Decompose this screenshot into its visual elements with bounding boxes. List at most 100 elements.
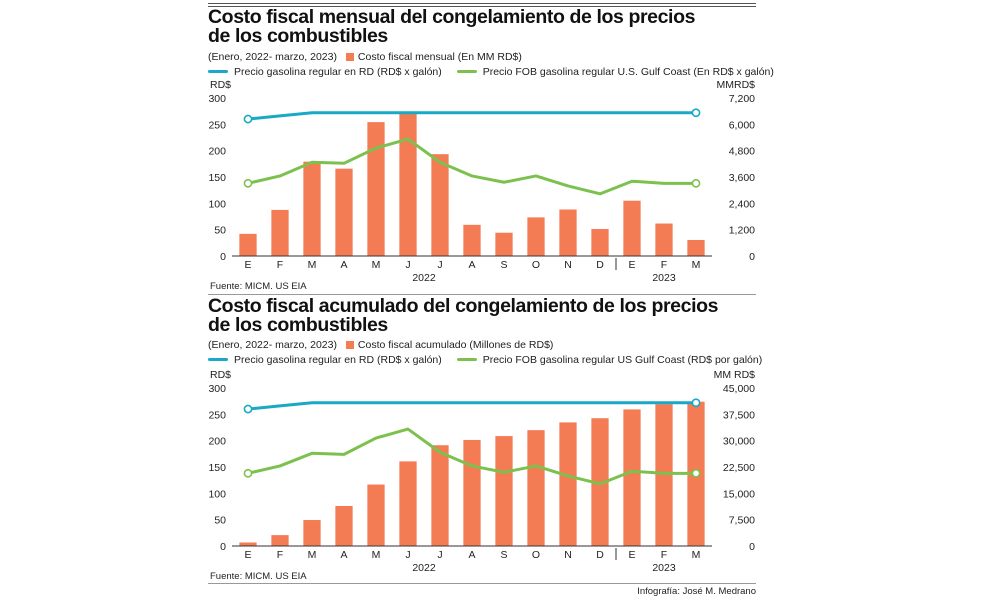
chart1-period: (Enero, 2022- marzo, 2023) xyxy=(208,51,337,63)
chart1-year-label: 2022 xyxy=(412,272,436,284)
chart1-category-label: M xyxy=(372,259,381,271)
chart2-right-tick: 37,500 xyxy=(723,409,755,421)
chart2-left-tick: 0 xyxy=(220,541,226,553)
chart2-category-label: D xyxy=(596,549,604,561)
chart1-category-label: O xyxy=(532,259,540,271)
credit: Infografía: José M. Medrano xyxy=(637,586,756,597)
chart1-line1-legend: Precio gasolina regular en RD (RD$ x gal… xyxy=(234,66,442,78)
chart1-line-1-marker xyxy=(691,108,701,118)
chart1-bar xyxy=(367,122,385,256)
chart1-bar xyxy=(303,161,321,256)
chart2-category-label: E xyxy=(628,549,635,561)
chart2-right-tick: 45,000 xyxy=(723,383,755,395)
chart1-left-tick: 250 xyxy=(208,119,226,131)
chart2-bar xyxy=(431,445,449,546)
chart1-line-1-marker xyxy=(243,114,253,124)
chart2-right-unit: MM RD$ xyxy=(714,369,756,381)
chart2-bar xyxy=(527,430,545,546)
chart1-category-label: N xyxy=(564,259,572,271)
chart1-line-2-marker xyxy=(691,178,701,188)
chart2-bar xyxy=(303,520,321,546)
chart1-right-tick: 3,600 xyxy=(729,172,755,184)
chart1-left-tick: 50 xyxy=(214,225,226,237)
chart2-category-label: N xyxy=(564,549,572,561)
chart2-category-label: J xyxy=(437,549,442,561)
chart1-bar xyxy=(335,168,353,256)
chart1-right-tick: 6,000 xyxy=(729,119,755,131)
chart2-header: Costo fiscal acumulado del congelamiento… xyxy=(208,296,762,368)
chart2-bar xyxy=(271,535,289,546)
chart2-bar xyxy=(399,461,417,546)
chart2-bar-swatch xyxy=(345,341,354,349)
chart1-bar xyxy=(271,209,289,256)
chart1-left-tick: 100 xyxy=(208,198,226,210)
chart2-bar xyxy=(495,436,513,546)
chart1-right-tick: 1,200 xyxy=(729,225,755,237)
chart2-bar xyxy=(655,404,673,546)
chart2-line1-swatch xyxy=(208,358,228,361)
chart2-line2-legend: Precio FOB gasolina regular US Gulf Coas… xyxy=(482,354,763,366)
chart2-category-label: F xyxy=(277,549,283,561)
chart1-line2-legend: Precio FOB gasolina regular U.S. Gulf Co… xyxy=(482,66,774,78)
chart1-bar xyxy=(431,154,449,256)
chart2-bar xyxy=(367,484,385,546)
chart1-bar xyxy=(591,229,609,256)
chart2-left-tick: 200 xyxy=(208,436,226,448)
chart1-bar xyxy=(655,223,673,256)
chart1-bar xyxy=(495,232,513,256)
chart1-line1-swatch xyxy=(208,70,228,73)
chart1-plot: RD$ MMRD$ 0 50 100 150 200 250 300 0 1,200 2,400 3,6… xyxy=(208,79,756,284)
chart2-line2-swatch xyxy=(456,358,477,361)
chart2-legend-row1: (Enero, 2022- marzo, 2023) Costo fiscal … xyxy=(208,338,758,353)
chart1-category-label: J xyxy=(437,259,442,271)
chart1-category-label: F xyxy=(277,259,283,271)
chart2-title-line2: de los combustibles xyxy=(208,314,388,336)
chart2-line-2-marker xyxy=(243,468,253,478)
chart2-title: Costo fiscal acumulado del congelamiento… xyxy=(208,296,758,336)
chart2-category-label: M xyxy=(372,549,381,561)
chart1-category-label: M xyxy=(308,259,317,271)
chart2-category-label: E xyxy=(244,549,251,561)
chart1-category-label: J xyxy=(405,259,410,271)
chart1-left-unit: RD$ xyxy=(210,79,231,91)
chart2-bar xyxy=(335,505,353,546)
chart2-right-tick: 15,000 xyxy=(723,488,755,500)
chart1-right-tick: 2,400 xyxy=(729,198,755,210)
credit-separator xyxy=(208,583,756,584)
chart1-bar xyxy=(399,112,417,256)
chart1-title-line2: de los combustibles xyxy=(208,25,388,47)
chart1-bar xyxy=(559,209,577,256)
chart2-category-label: A xyxy=(340,549,347,561)
chart2-bar-legend: Costo fiscal acumulado (Millones de RD$) xyxy=(357,339,554,351)
chart-separator xyxy=(208,294,756,295)
chart1-left-tick: 150 xyxy=(208,172,226,184)
chart1-category-label: M xyxy=(692,259,701,271)
chart2-line-1-marker xyxy=(691,398,701,408)
chart1-right-unit: MMRD$ xyxy=(717,79,756,91)
chart1-category-label: E xyxy=(628,259,635,271)
chart1-category-label: S xyxy=(500,259,507,271)
chart2-left-unit: RD$ xyxy=(210,369,231,381)
chart2-bar xyxy=(623,409,641,546)
chart1-line-2-marker xyxy=(243,178,253,188)
chart2-bar xyxy=(591,418,609,546)
top-rule xyxy=(208,3,756,4)
chart1-source: Fuente: MICM. US EIA xyxy=(210,281,307,292)
chart2-year-label: 2022 xyxy=(412,562,436,574)
chart1-right-tick: 7,200 xyxy=(729,93,755,105)
chart1-bar xyxy=(239,233,257,256)
chart1-bar xyxy=(527,217,545,256)
chart1-right-tick: 4,800 xyxy=(729,146,755,158)
chart2-category-label: O xyxy=(532,549,540,561)
chart2-right-tick: 0 xyxy=(749,541,755,553)
chart1-legend-row2: Precio gasolina regular en RD (RD$ x gal… xyxy=(208,65,774,80)
chart2-left-tick: 100 xyxy=(208,488,226,500)
chart1-bar-swatch xyxy=(345,53,354,61)
chart1-header: Costo fiscal mensual del congelamiento d… xyxy=(208,7,774,80)
chart1-left-tick: 300 xyxy=(208,93,226,105)
chart1-bar xyxy=(623,200,641,256)
chart2-left-tick: 150 xyxy=(208,462,226,474)
chart2-category-label: F xyxy=(661,549,667,561)
chart2-category-label: M xyxy=(692,549,701,561)
chart1-title: Costo fiscal mensual del congelamiento d… xyxy=(208,7,758,47)
